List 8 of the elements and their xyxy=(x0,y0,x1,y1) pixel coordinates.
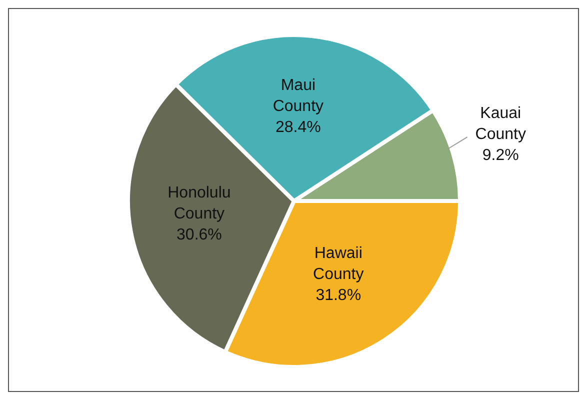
data-label: 30.6% xyxy=(176,226,222,244)
slice-label: Kauai County xyxy=(475,105,526,144)
slice-label: Honolulu County xyxy=(168,184,231,223)
slice-label: Hawaii County xyxy=(313,244,364,283)
slice-label: Maui County xyxy=(272,77,324,116)
data-label: 9.2% xyxy=(482,147,519,164)
data-label: 28.4% xyxy=(276,119,321,136)
data-label: 31.8% xyxy=(316,286,362,304)
